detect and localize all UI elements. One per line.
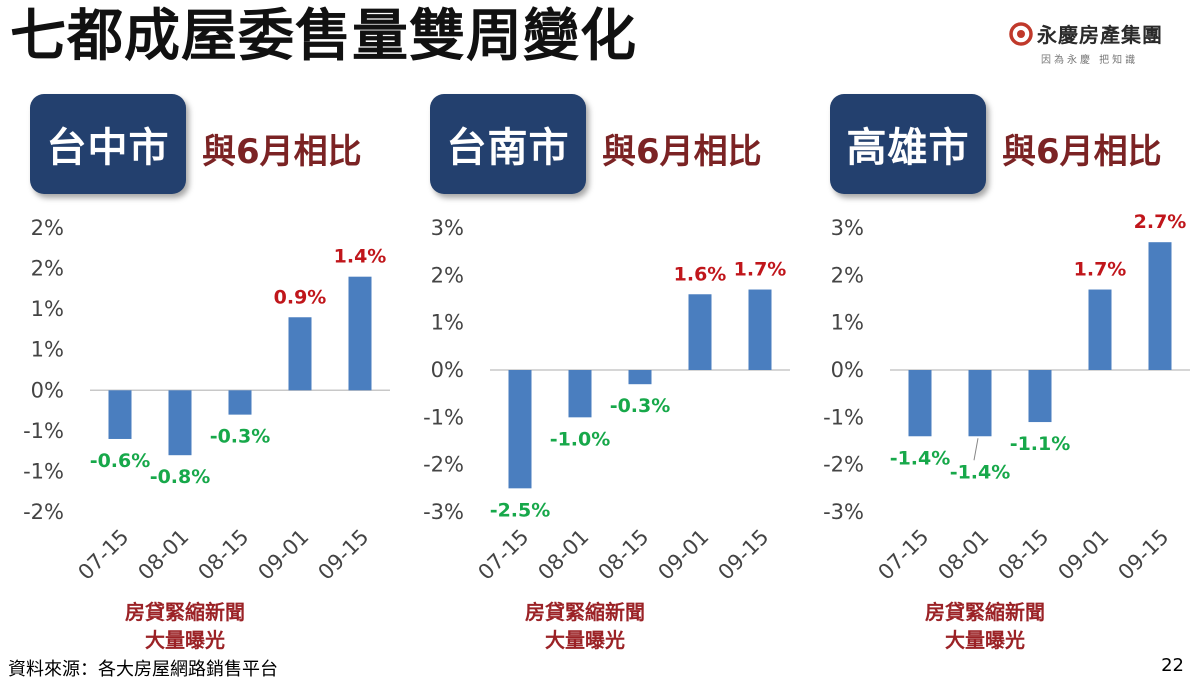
news-note-line2: 大量曝光: [145, 628, 225, 652]
news-note: 房貸緊縮新聞 大量曝光: [860, 598, 1110, 654]
news-note-line1: 房貸緊縮新聞: [525, 600, 645, 624]
logo-name: 永慶房產集團: [1037, 23, 1163, 47]
x-tick-label: 07-15: [473, 525, 533, 585]
y-tick-label: -1%: [823, 405, 864, 429]
y-tick-label: -2%: [23, 500, 64, 524]
news-note-line2: 大量曝光: [945, 628, 1025, 652]
city-badge: 台南市: [430, 94, 586, 194]
y-tick-label: 1%: [31, 338, 64, 362]
x-tick-label: 09-01: [653, 525, 713, 585]
x-tick-label: 09-15: [713, 525, 773, 585]
city-badge: 高雄市: [830, 94, 986, 194]
y-tick-label: -2%: [823, 453, 864, 477]
bar: [1148, 242, 1172, 370]
page-number: 22: [1161, 655, 1184, 676]
x-tick-label: 08-15: [593, 525, 653, 585]
logo-slogan: 因為永慶 把知識: [1041, 55, 1139, 66]
bar: [568, 370, 592, 418]
news-note-line1: 房貸緊縮新聞: [925, 600, 1045, 624]
x-tick-label: 09-01: [1053, 525, 1113, 585]
news-note-line2: 大量曝光: [545, 628, 625, 652]
y-tick-label: 0%: [31, 378, 64, 402]
y-tick-label: 1%: [431, 311, 464, 335]
logo-ring-icon: [1009, 22, 1033, 46]
y-tick-label: 2%: [31, 216, 64, 240]
bar: [1088, 289, 1112, 370]
y-tick-label: 0%: [431, 358, 464, 382]
data-label: -0.6%: [90, 450, 151, 472]
data-label: -0.3%: [210, 426, 271, 448]
data-label: 1.7%: [1074, 259, 1127, 281]
x-tick-label: 08-01: [133, 525, 193, 585]
bar: [168, 390, 192, 456]
data-label: 1.4%: [334, 246, 387, 268]
x-tick-label: 08-01: [933, 525, 993, 585]
y-tick-label: -3%: [423, 500, 464, 524]
data-label: 0.9%: [274, 286, 327, 308]
x-tick-label: 07-15: [873, 525, 933, 585]
news-note: 房貸緊縮新聞 大量曝光: [60, 598, 310, 654]
panel-taichung: 台中市 與6月相比 2% 2% 1% 1% 0% -1% -1% -2% -0.6% 07-15 -…: [0, 0, 400, 681]
compare-label: 與6月相比: [602, 132, 762, 172]
bar: [348, 276, 372, 391]
data-label: 1.6%: [674, 263, 727, 285]
bar: [748, 289, 772, 370]
bar: [288, 317, 312, 391]
panel-tainan: 台南市 與6月相比 3% 2% 1% 0% -1% -2% -3% -2.5% 07-15 -1.…: [400, 0, 800, 681]
bar: [628, 370, 652, 385]
bar: [688, 294, 712, 370]
news-note: 房貸緊縮新聞 大量曝光: [460, 598, 710, 654]
bar-chart-kaohsiung: 3% 2% 1% 0% -1% -2% -3% -1.4% 07-15 -1.4% 08-01 -1.…: [823, 211, 1190, 585]
compare-label: 與6月相比: [1002, 132, 1162, 172]
label-leader-line: [973, 438, 979, 461]
city-badge: 台中市: [30, 94, 186, 194]
data-label: -1.4%: [950, 461, 1011, 483]
y-tick-label: -1%: [423, 405, 464, 429]
data-label: -0.8%: [150, 466, 211, 488]
x-tick-label: 07-15: [73, 525, 133, 585]
bar: [968, 370, 992, 437]
y-tick-label: -3%: [823, 500, 864, 524]
x-tick-label: 08-15: [993, 525, 1053, 585]
bar-chart-tainan: 3% 2% 1% 0% -1% -2% -3% -2.5% 07-15 -1.0% 08-01 -0.…: [423, 216, 790, 585]
x-tick-label: 08-01: [533, 525, 593, 585]
y-tick-label: 2%: [31, 257, 64, 281]
bar: [508, 370, 532, 489]
data-label: 2.7%: [1134, 211, 1187, 233]
page-title: 七都成屋委售量雙周變化: [10, 4, 637, 69]
y-tick-label: 2%: [831, 263, 864, 287]
data-label: -2.5%: [490, 499, 551, 521]
bar: [108, 390, 132, 439]
x-tick-label: 09-15: [313, 525, 373, 585]
panel-kaohsiung: 高雄市 與6月相比 3% 2% 1% 0% -1% -2% -3% -1.4% 07-15 -1.…: [800, 0, 1200, 681]
bar-chart-taichung: 2% 2% 1% 1% 0% -1% -1% -2% -0.6% 07-15 -0.8% 08-01 -…: [23, 216, 390, 585]
data-label: -1.0%: [550, 428, 611, 450]
bar: [228, 390, 252, 415]
y-tick-label: 2%: [431, 263, 464, 287]
y-tick-label: 1%: [31, 297, 64, 321]
y-tick-label: -2%: [423, 453, 464, 477]
y-tick-label: -1%: [23, 459, 64, 483]
x-tick-label: 09-15: [1113, 525, 1173, 585]
bar: [1028, 370, 1052, 423]
y-tick-label: 3%: [831, 216, 864, 240]
news-note-line1: 房貸緊縮新聞: [125, 600, 245, 624]
x-tick-label: 09-01: [253, 525, 313, 585]
y-tick-label: 0%: [831, 358, 864, 382]
source-note: 資料來源：各大房屋網路銷售平台: [8, 659, 278, 680]
compare-label: 與6月相比: [202, 132, 362, 172]
y-tick-label: -1%: [23, 419, 64, 443]
bar: [908, 370, 932, 437]
data-label: -1.1%: [1010, 433, 1071, 455]
company-logo: 永慶房產集團 因為永慶 把知識: [1005, 18, 1185, 70]
y-tick-label: 1%: [831, 311, 864, 335]
x-tick-label: 08-15: [193, 525, 253, 585]
data-label: -1.4%: [890, 447, 951, 469]
data-label: 1.7%: [734, 259, 787, 281]
data-label: -0.3%: [610, 395, 671, 417]
y-tick-label: 3%: [431, 216, 464, 240]
